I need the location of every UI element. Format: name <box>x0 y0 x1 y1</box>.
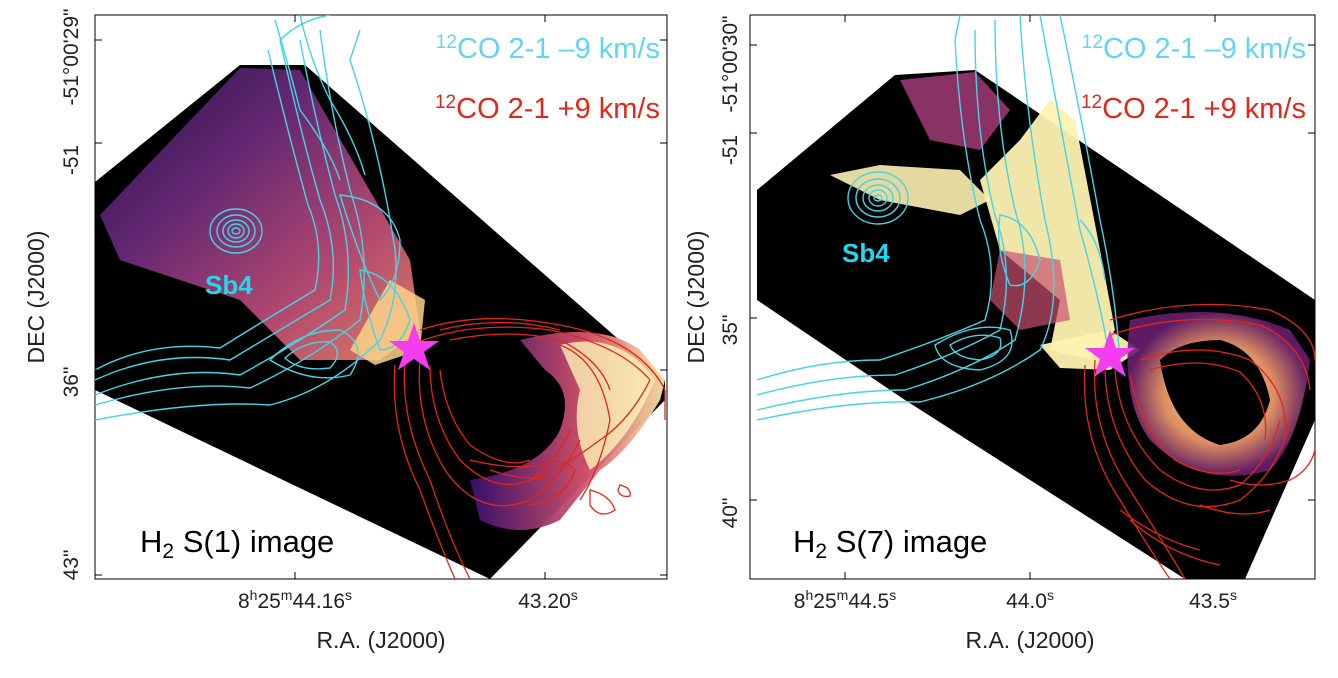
panel2-emission-ring <box>1127 312 1310 476</box>
panel2-xtick-2: 43.5s <box>1189 587 1237 613</box>
panel1-ytick-3: 43" <box>60 550 83 581</box>
panel2-ytick-0: -51°00'30" <box>719 16 742 113</box>
panel1-ytick-1: -51 <box>60 145 83 175</box>
panel1-red-contours <box>393 317 666 579</box>
panel2-legend-blue: 12CO 2-1 –9 km/s <box>1082 32 1306 65</box>
panel1-ytick-0: -51°00'29" <box>60 9 83 106</box>
panel1-xtick-1: 43.20s <box>518 587 578 613</box>
panel1-sb4-contours <box>209 208 263 254</box>
panel2-xlabel: R.A. (J2000) <box>965 627 1094 653</box>
panel2-emission-upper <box>900 72 1010 150</box>
panel1-ticks <box>95 15 667 579</box>
panel-h2-s1: 12CO 2-1 –9 km/s 12CO 2-1 +9 km/s Sb4 H2… <box>23 9 668 653</box>
panel1-star-marker <box>389 323 439 370</box>
panel1-title: H2 S(1) image <box>140 524 334 563</box>
panel-h2-s7: 12CO 2-1 –9 km/s 12CO 2-1 +9 km/s Sb4 H2… <box>683 14 1316 653</box>
panel2-emission-mid <box>990 250 1070 330</box>
panel2-sb4-contours <box>847 171 909 225</box>
panel2-blue-contours <box>756 15 1121 421</box>
panel2-ytick-1: -51 <box>719 135 742 165</box>
panel2-source-label: Sb4 <box>842 238 890 268</box>
panel2-legend-red: 12CO 2-1 +9 km/s <box>1081 92 1306 125</box>
panel1-emission-upper <box>100 68 420 360</box>
panel1-legend-blue: 12CO 2-1 –9 km/s <box>436 32 660 65</box>
panel2-emission-sb4 <box>830 165 990 215</box>
panel2-ytick-3: 40" <box>719 498 742 529</box>
panel2-xtick-0: 8h25m44.5s <box>794 587 896 613</box>
panel1-ylabel: DEC (J2000) <box>23 231 49 364</box>
panel2-title: H2 S(7) image <box>793 524 987 563</box>
panel2-ticks <box>750 15 1315 579</box>
panel1-xtick-0: 8h25m44.16s <box>238 587 352 613</box>
panel2-red-contours <box>1083 303 1315 579</box>
panel2-star-marker <box>1085 330 1135 377</box>
panel1-blue-contours <box>95 15 411 421</box>
panel1-source-label: Sb4 <box>205 270 253 300</box>
panel2-ylabel: DEC (J2000) <box>683 231 709 364</box>
panel1-xlabel: R.A. (J2000) <box>316 627 445 653</box>
panel2-xtick-1: 44.0s <box>1006 587 1054 613</box>
panel1-legend-red: 12CO 2-1 +9 km/s <box>435 92 660 125</box>
panel2-ytick-2: 35" <box>719 315 742 346</box>
panel1-ytick-2: 36" <box>60 367 83 398</box>
